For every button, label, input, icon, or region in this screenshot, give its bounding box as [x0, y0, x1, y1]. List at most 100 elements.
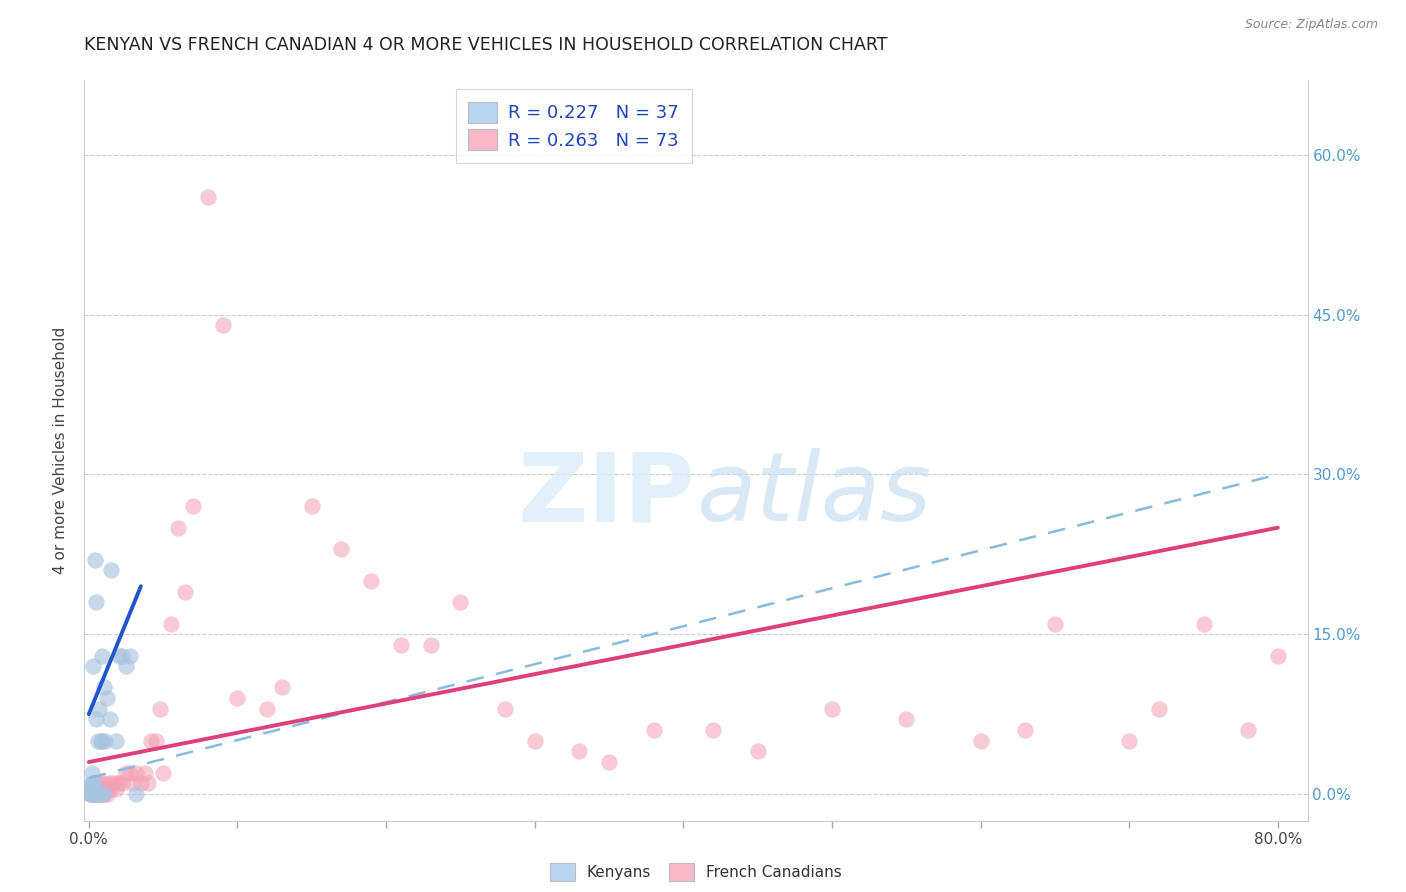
Point [167, 521, 190, 535]
Point [79, 781, 101, 796]
Point [389, 638, 412, 652]
Point [702, 723, 724, 737]
Point [115, 765, 138, 780]
Point [643, 723, 665, 737]
Point [105, 776, 128, 790]
Point [494, 702, 516, 716]
Point [122, 776, 145, 790]
Point [94, 781, 117, 796]
Point [523, 733, 546, 747]
Point [80, 776, 103, 790]
Point [82, 787, 104, 801]
Point [97, 781, 120, 796]
Point [159, 616, 181, 631]
Point [152, 765, 174, 780]
Point [1192, 616, 1215, 631]
Legend: Kenyans, French Canadians: Kenyans, French Canadians [544, 857, 848, 887]
Point [120, 765, 142, 780]
Point [93, 681, 115, 695]
Point [271, 681, 294, 695]
Point [87, 733, 110, 747]
Point [90, 787, 112, 801]
Point [1237, 723, 1260, 737]
Point [83, 787, 105, 801]
Point [83, 787, 105, 801]
Point [87, 787, 110, 801]
Point [1118, 733, 1140, 747]
Point [93, 776, 115, 790]
Point [301, 500, 323, 514]
Point [747, 744, 769, 758]
Point [79, 781, 101, 796]
Point [125, 787, 148, 801]
Point [79, 779, 101, 793]
Point [93, 787, 115, 801]
Text: Source: ZipAtlas.com: Source: ZipAtlas.com [1244, 18, 1378, 31]
Point [104, 781, 127, 796]
Point [87, 787, 110, 801]
Point [87, 776, 110, 790]
Point [98, 713, 121, 727]
Point [80, 765, 103, 780]
Point [256, 702, 278, 716]
Point [821, 702, 844, 716]
Point [90, 733, 112, 747]
Point [79, 787, 101, 801]
Point [125, 765, 148, 780]
Point [360, 574, 382, 588]
Point [80, 787, 103, 801]
Point [174, 584, 197, 599]
Point [141, 733, 163, 747]
Point [80, 779, 103, 793]
Point [211, 318, 233, 333]
Point [110, 648, 132, 663]
Point [969, 733, 991, 747]
Point [1267, 648, 1289, 663]
Point [82, 659, 104, 673]
Point [145, 733, 167, 747]
Point [82, 781, 104, 796]
Point [104, 733, 127, 747]
Point [83, 776, 105, 790]
Point [82, 781, 104, 796]
Point [226, 691, 249, 706]
Point [129, 776, 152, 790]
Point [83, 781, 105, 796]
Point [100, 563, 122, 577]
Point [80, 787, 103, 801]
Point [89, 787, 111, 801]
Point [91, 733, 114, 747]
Point [136, 776, 159, 790]
Point [83, 552, 105, 566]
Text: KENYAN VS FRENCH CANADIAN 4 OR MORE VEHICLES IN HOUSEHOLD CORRELATION CHART: KENYAN VS FRENCH CANADIAN 4 OR MORE VEHI… [84, 36, 887, 54]
Point [1147, 702, 1170, 716]
Point [84, 595, 107, 609]
Point [84, 781, 107, 796]
Point [197, 190, 219, 204]
Point [149, 702, 172, 716]
Point [181, 500, 204, 514]
Point [110, 776, 132, 790]
Y-axis label: 4 or more Vehicles in Household: 4 or more Vehicles in Household [53, 326, 69, 574]
Point [101, 776, 124, 790]
Point [84, 787, 107, 801]
Text: ZIP: ZIP [517, 449, 696, 541]
Point [100, 781, 122, 796]
Point [91, 787, 114, 801]
Point [1043, 616, 1066, 631]
Point [115, 659, 138, 673]
Point [107, 648, 129, 663]
Point [94, 733, 117, 747]
Point [89, 787, 111, 801]
Point [98, 776, 121, 790]
Point [80, 781, 103, 796]
Point [107, 776, 129, 790]
Point [120, 648, 142, 663]
Point [449, 595, 471, 609]
Point [82, 787, 104, 801]
Point [84, 713, 107, 727]
Point [419, 638, 441, 652]
Point [91, 781, 114, 796]
Point [1014, 723, 1036, 737]
Point [79, 787, 101, 801]
